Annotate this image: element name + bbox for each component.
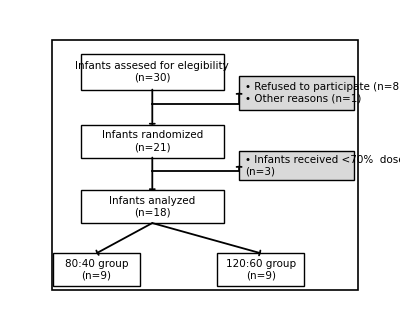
Text: Infants analyzed
(n=18): Infants analyzed (n=18) [109, 196, 196, 217]
Text: 80:40 group
(n=9): 80:40 group (n=9) [65, 259, 128, 281]
FancyBboxPatch shape [81, 190, 224, 223]
FancyBboxPatch shape [81, 125, 224, 158]
Text: • Infants received <70%  dose
(n=3): • Infants received <70% dose (n=3) [245, 155, 400, 177]
FancyBboxPatch shape [218, 253, 304, 286]
Text: • Refused to participate (n=8)
• Other reasons (n=1): • Refused to participate (n=8) • Other r… [245, 82, 400, 104]
Text: Infants randomized
(n=21): Infants randomized (n=21) [102, 130, 203, 152]
FancyBboxPatch shape [81, 54, 224, 90]
FancyBboxPatch shape [53, 253, 140, 286]
FancyBboxPatch shape [239, 76, 354, 110]
Text: Infants assesed for elegibility
(n=30): Infants assesed for elegibility (n=30) [76, 61, 229, 83]
FancyBboxPatch shape [239, 151, 354, 180]
Text: 120:60 group
(n=9): 120:60 group (n=9) [226, 259, 296, 281]
